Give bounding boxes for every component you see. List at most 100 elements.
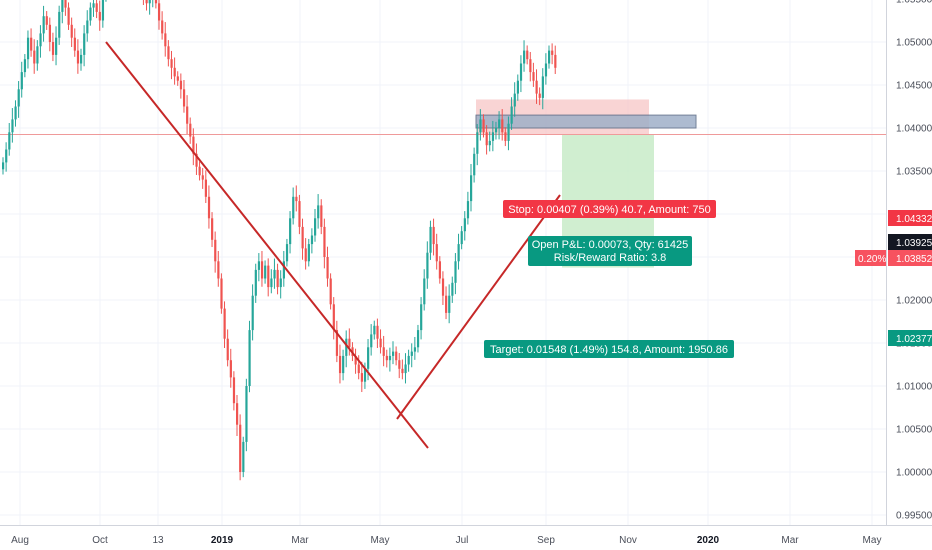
price-tick-label: 1.04500 [896,81,932,92]
candle [30,28,33,57]
candle [64,0,67,16]
price-tick-label: 1.05000 [896,38,932,49]
candle [401,359,404,380]
candle [214,231,217,273]
candle [11,108,14,143]
candle [548,45,551,69]
candle [182,80,186,113]
candle [507,116,510,151]
candle [33,39,36,74]
uptrend-line[interactable] [396,194,561,420]
candle [314,209,317,242]
candle [310,228,314,254]
candle [470,163,473,212]
price-tick-label: 1.05500 [896,0,932,6]
candle [488,131,491,152]
position-labels[interactable]: Stop: 0.00407 (0.39%) 40.7, Amount: 750 … [484,200,734,358]
candle [392,341,395,365]
candle [239,414,242,481]
candle [279,270,282,299]
candle [289,211,292,254]
candle [307,238,310,267]
candle [320,199,323,235]
candle [491,120,495,152]
candle [504,127,507,147]
candle [398,352,401,379]
candle [413,336,417,360]
candle [2,157,5,175]
time-tick-label: May [371,535,390,546]
stop-price-tag-label: 1.04332 [896,214,932,225]
time-tick-label: Aug [11,535,29,546]
candle [276,263,279,295]
candle [226,329,229,367]
candle [167,40,170,67]
candle [544,53,548,85]
candle [89,2,92,26]
candle [51,32,55,62]
candle [257,253,261,282]
candle [451,276,454,303]
stop-label-box[interactable] [503,200,716,218]
candle [332,297,335,340]
time-tick-label: Oct [92,535,108,546]
price-tags: 1.04332 1.03925 0.20% 1.03852 1.02377 [855,210,932,346]
time-tick-label: Mar [291,535,309,546]
candle [304,238,307,270]
time-tick-label: 2020 [697,535,720,546]
candle [338,344,342,384]
time-tick-label: May [863,535,882,546]
target-label-box[interactable] [484,340,734,358]
current-price-tag-label: 1.03925 [896,238,932,249]
candle [329,273,332,310]
candle [551,43,554,65]
candle [189,117,192,144]
candle [148,0,151,15]
pnl-label-line2: Risk/Reward Ratio: 3.8 [554,252,667,264]
candle [270,269,273,294]
candle [67,2,70,30]
candle [260,250,264,287]
candle [23,54,27,78]
candle [58,5,61,45]
price-tick-label: 1.00000 [896,468,932,479]
candle [267,258,270,297]
candle [404,353,407,384]
candle [198,161,201,181]
candle [20,61,23,98]
candle [201,168,204,189]
candle [301,218,304,260]
downtrend-line[interactable] [105,41,429,449]
trendlines[interactable] [105,41,561,449]
candle [223,301,226,348]
candle [8,123,11,156]
candle [39,25,42,58]
pnl-label-box[interactable] [528,236,692,266]
candle [463,211,466,241]
candle [80,48,83,71]
candle [42,5,45,42]
candle [70,17,73,47]
candle [501,109,504,141]
candle [326,246,329,287]
candle [98,0,101,31]
candle [245,378,248,452]
candle [441,271,445,305]
stop-price-tag [888,210,932,226]
candle [170,50,173,80]
candle [86,10,89,42]
candle [220,273,223,314]
candle [5,142,8,172]
candle [17,81,20,118]
pnl-label-line1: Open P&L: 0.00073, Qty: 61425 [532,239,689,251]
stop-label: Stop: 0.00407 (0.39%) 40.7, Amount: 750 [508,204,710,216]
candle [426,241,429,289]
candle [145,0,148,11]
candle [438,256,441,284]
candle [345,330,348,368]
target-label: Target: 0.01548 (1.49%) 154.8, Amount: 1… [490,344,728,356]
candle [466,191,470,225]
candle [204,170,207,203]
time-axis[interactable]: Aug Oct 13 2019 Mar May Jul Sep Nov 2020 Mar May [0,525,932,547]
